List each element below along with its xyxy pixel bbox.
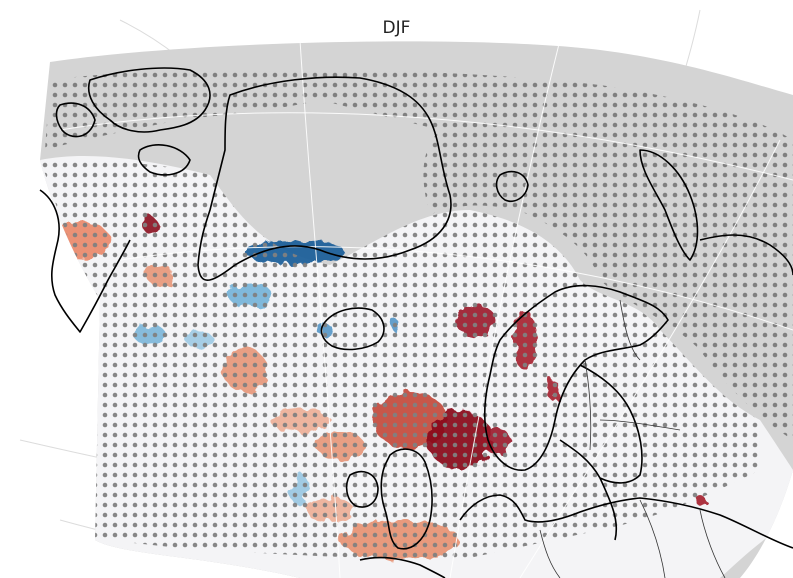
country-borders <box>539 299 726 578</box>
coast-ireland <box>345 471 379 508</box>
coast-greenland <box>197 76 452 282</box>
coast-russia <box>699 234 793 276</box>
coast-iberia <box>359 556 446 578</box>
stippling-north <box>45 68 793 441</box>
coast-baltic <box>559 364 643 541</box>
coast-continent <box>459 494 793 549</box>
stippling-south <box>40 160 760 560</box>
coast-labrador <box>39 189 131 333</box>
coast-arctic-islands <box>55 67 211 176</box>
inner-graticule <box>59 41 793 578</box>
coast-svalbard <box>495 170 529 202</box>
coast-great-britain <box>380 448 433 550</box>
map-title: DJF <box>382 18 411 38</box>
coast-iceland <box>320 307 385 351</box>
coast-novaya-zemlya <box>639 149 699 261</box>
